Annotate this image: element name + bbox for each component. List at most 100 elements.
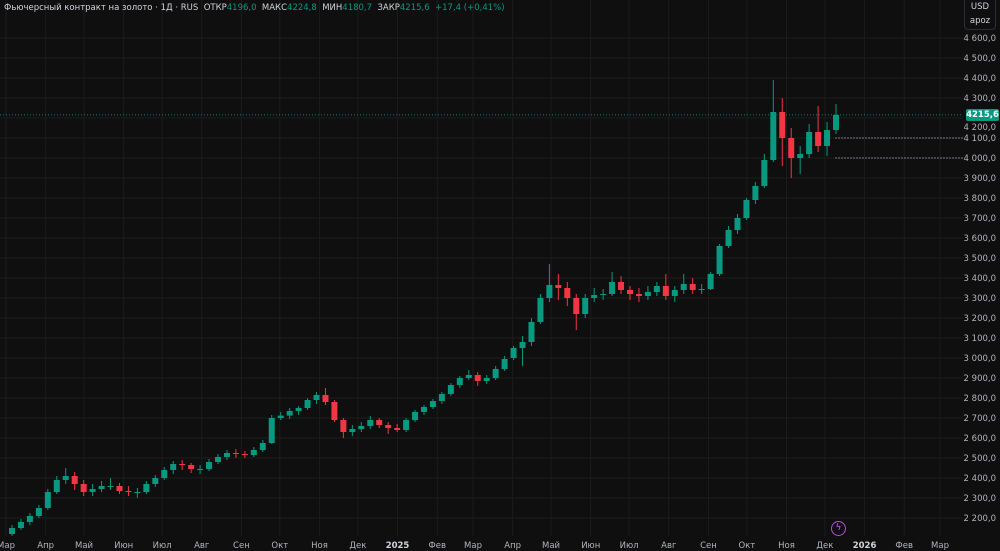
candle: [770, 80, 777, 162]
price-tick-label: 3 000,0: [964, 354, 996, 364]
candle-body: [725, 230, 732, 246]
time-tick-label: Ноя: [778, 541, 795, 551]
candle: [62, 468, 69, 484]
candle: [779, 98, 786, 166]
candle-body: [134, 492, 141, 493]
candle: [635, 288, 642, 302]
price-axis[interactable]: 4 600,0 4 500,0 4 400,0 4 300,0 4 200,04 100…: [964, 34, 996, 524]
candle-body: [98, 486, 105, 489]
candle: [349, 425, 356, 436]
candle-body: [376, 420, 383, 425]
candle-body: [71, 476, 78, 484]
candle-body: [474, 375, 481, 381]
candle: [456, 376, 463, 388]
price-tick-label: 4 000,0: [964, 154, 996, 164]
price-tick-label: 4 100,0: [964, 134, 996, 144]
time-tick-label: Авг: [194, 541, 210, 551]
candle: [483, 375, 490, 384]
candle: [277, 412, 284, 420]
symbol-title: Фьючерсный контракт на золото · 1Д · RUS: [4, 3, 199, 13]
candle-body: [600, 294, 607, 295]
candle-body: [627, 290, 633, 294]
candle-body: [107, 486, 114, 487]
candle: [412, 410, 419, 422]
candle: [89, 484, 96, 496]
candle: [734, 214, 741, 234]
candle: [322, 388, 329, 405]
candle-body: [421, 407, 427, 412]
candle: [53, 476, 60, 494]
candle-body: [824, 130, 831, 146]
candle-body: [9, 528, 15, 534]
price-tick-label: 2 300,0: [964, 494, 996, 504]
candle: [116, 483, 123, 494]
candle-body: [80, 484, 87, 492]
candle-body: [188, 465, 195, 469]
grid: [0, 0, 963, 536]
candle: [286, 408, 293, 419]
lightning-icon[interactable]: ϟ: [831, 521, 846, 536]
candle: [125, 486, 132, 496]
candle-body: [761, 160, 768, 186]
price-tick-label: 3 700,0: [964, 214, 996, 224]
change-value: +17,4 (+0,41%): [435, 3, 505, 13]
candle-body: [116, 486, 123, 491]
candle-body: [501, 359, 508, 369]
candle-body: [143, 484, 150, 492]
currency-button[interactable]: USD: [970, 2, 990, 12]
candle: [591, 288, 598, 302]
candle: [824, 122, 831, 156]
time-tick-label: Май: [542, 541, 560, 551]
candle: [474, 372, 481, 386]
time-tick-label: Июн: [581, 541, 600, 551]
candle: [564, 282, 571, 306]
candle: [537, 294, 544, 324]
time-tick-label: Авг: [661, 541, 677, 551]
candle-body: [635, 294, 642, 296]
candle: [385, 422, 392, 434]
candle: [447, 383, 454, 396]
candle: [528, 318, 535, 346]
candle-body: [412, 412, 419, 420]
candle-body: [358, 426, 365, 429]
candle: [71, 472, 78, 490]
low-value: 4180,7: [342, 3, 373, 13]
time-tick-label: Окт: [271, 541, 288, 551]
candle-body: [322, 395, 329, 402]
candle-body: [259, 443, 266, 450]
candle-body: [179, 464, 186, 465]
time-tick-label: Июн: [114, 541, 133, 551]
candle-body: [35, 508, 42, 516]
candle-body: [394, 428, 401, 430]
candles: [9, 80, 839, 536]
candle-body: [465, 375, 472, 378]
candle-body: [752, 186, 759, 200]
candle: [161, 467, 168, 480]
candle: [653, 282, 660, 296]
candle: [295, 406, 302, 415]
candle: [80, 480, 87, 496]
candle: [609, 272, 616, 296]
price-tick-label: 2 500,0: [964, 454, 996, 464]
candle-body: [653, 286, 660, 292]
candle-body: [528, 322, 535, 342]
candle: [394, 424, 401, 432]
candle: [492, 366, 499, 380]
time-tick-label: Сен: [233, 541, 250, 551]
unit-button[interactable]: apoz: [969, 16, 991, 26]
candle: [268, 415, 275, 444]
candle-body: [277, 415, 284, 418]
candle-body: [609, 282, 616, 294]
time-axis[interactable]: Мар Апр Май Июн Июл Авг Сен Окт Ноя Дек 2025 Фев Мар…: [0, 541, 949, 551]
candle-body: [385, 425, 392, 428]
candle: [501, 356, 508, 371]
candle: [331, 400, 338, 422]
time-tick-label: Фев: [428, 541, 446, 551]
candle-body: [833, 114, 839, 130]
currency-unit-menu[interactable]: USD apoz: [964, 0, 996, 30]
price-tick-label: 2 900,0: [964, 374, 996, 384]
candle: [197, 465, 204, 474]
candle-body: [349, 429, 356, 432]
time-tick-label: Фев: [895, 541, 913, 551]
